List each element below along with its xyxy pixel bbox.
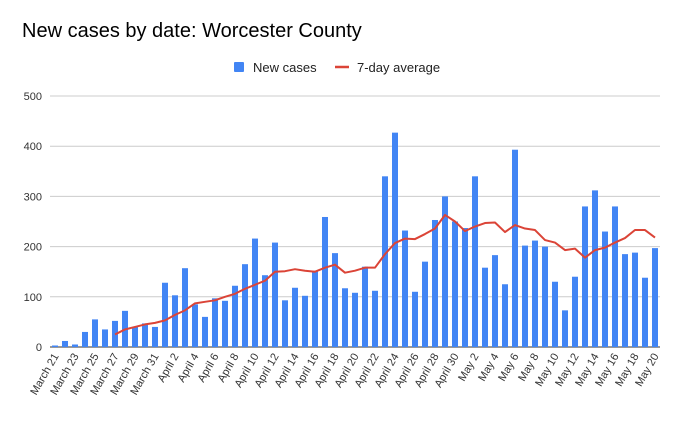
bar — [222, 300, 228, 347]
bar — [652, 248, 658, 347]
legend: New cases 7-day average — [234, 60, 440, 75]
bar-series — [52, 132, 658, 347]
bar — [62, 340, 68, 347]
legend-label-new-cases: New cases — [253, 60, 317, 75]
bar — [452, 221, 458, 347]
bar — [642, 277, 648, 347]
bar — [522, 245, 528, 347]
bar — [172, 295, 178, 347]
y-tick-label: 300 — [24, 191, 42, 203]
y-tick-label: 200 — [24, 242, 42, 254]
bar — [492, 255, 498, 347]
bar — [372, 290, 378, 347]
bar — [412, 291, 418, 347]
bar — [302, 295, 308, 347]
bar — [392, 132, 398, 347]
bar — [352, 292, 358, 347]
bar — [202, 316, 208, 347]
bar — [332, 253, 338, 347]
bar — [592, 190, 598, 347]
bar — [342, 288, 348, 347]
bar — [632, 252, 638, 347]
bar — [432, 219, 438, 347]
bar — [582, 206, 588, 347]
bar — [82, 331, 88, 347]
bar — [52, 345, 58, 347]
bar — [482, 267, 488, 347]
bar — [192, 304, 198, 347]
y-tick-label: 500 — [24, 91, 42, 103]
bar — [552, 281, 558, 347]
bar — [162, 282, 168, 347]
bar — [472, 176, 478, 347]
average-line-series — [114, 213, 656, 336]
bar — [602, 231, 608, 347]
y-tick-label: 100 — [24, 292, 42, 304]
bar — [312, 270, 318, 347]
bar — [512, 149, 518, 347]
bar — [462, 228, 468, 347]
y-tick-label: 400 — [24, 141, 42, 153]
bar — [322, 216, 328, 347]
bar — [442, 196, 448, 347]
bar — [272, 242, 278, 347]
bar — [542, 246, 548, 347]
y-tick-label: 0 — [36, 342, 42, 354]
bar — [362, 266, 368, 347]
bar — [262, 275, 268, 347]
y-axis-ticks: 0 100 200 300 400 500 — [24, 91, 42, 354]
bar — [572, 276, 578, 347]
legend-swatch-bars — [234, 62, 244, 72]
bar — [612, 206, 618, 347]
bar — [622, 254, 628, 347]
bar — [252, 238, 258, 347]
bar — [382, 176, 388, 347]
bar — [132, 326, 138, 347]
bar — [422, 261, 428, 347]
bar — [282, 300, 288, 347]
bar — [562, 310, 568, 347]
bar — [72, 344, 78, 347]
bar — [292, 287, 298, 347]
bar — [102, 329, 108, 347]
bar — [242, 264, 248, 347]
bar — [212, 298, 218, 347]
chart-title: New cases by date: Worcester County — [22, 20, 362, 42]
series-line-7-day-average — [114, 213, 656, 336]
bar — [402, 230, 408, 347]
bar — [502, 284, 508, 347]
bar — [142, 323, 148, 347]
bar — [152, 326, 158, 347]
bar — [532, 240, 538, 347]
bar — [232, 285, 238, 347]
bar — [182, 268, 188, 347]
legend-label-7-day-average: 7-day average — [357, 60, 440, 75]
bar — [92, 319, 98, 347]
